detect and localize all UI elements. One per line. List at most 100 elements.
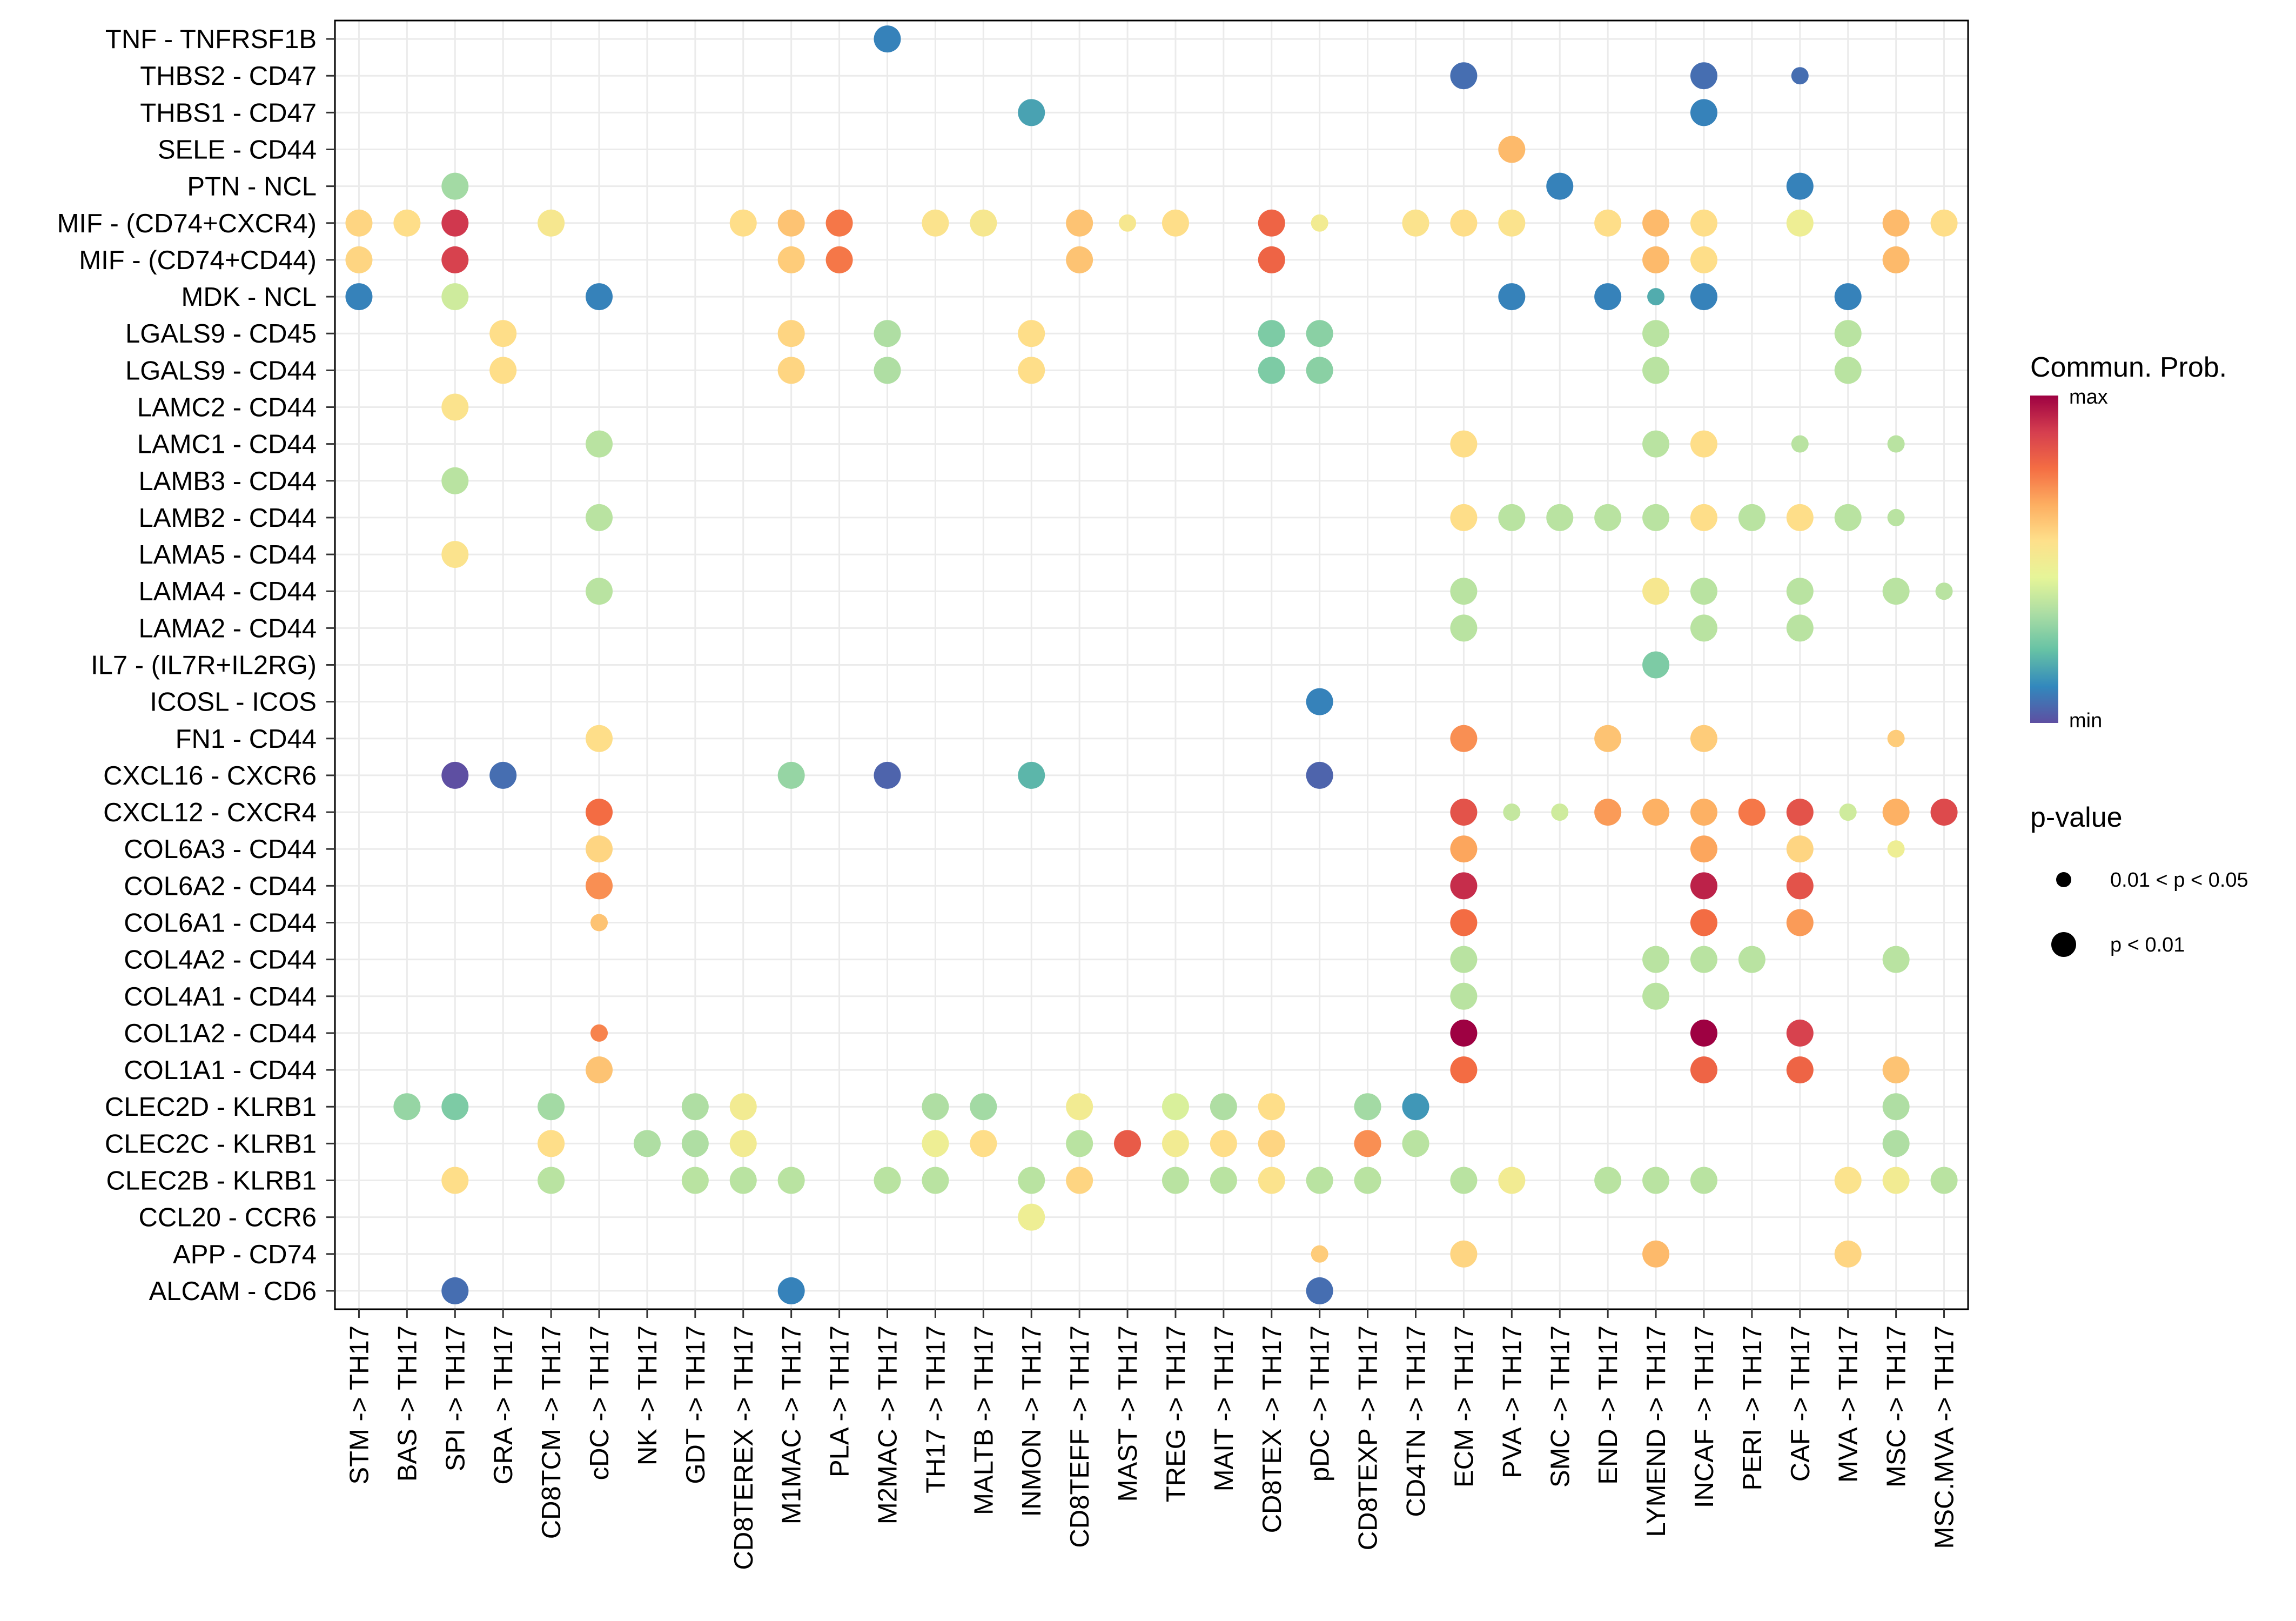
y-tick-label: LAMA5 - CD44	[138, 540, 317, 570]
data-point	[825, 209, 853, 237]
data-point	[441, 283, 469, 311]
data-point	[1690, 946, 1717, 973]
y-tick-label: LGALS9 - CD44	[125, 356, 317, 385]
data-point	[1066, 1093, 1093, 1121]
data-point	[1690, 835, 1717, 863]
data-point	[1791, 67, 1809, 85]
color-legend-min: min	[2069, 709, 2102, 732]
data-point	[1450, 799, 1478, 826]
data-point	[586, 872, 613, 900]
data-point	[681, 1130, 709, 1157]
data-point	[1642, 430, 1670, 458]
data-point	[1930, 1167, 1958, 1194]
data-point	[874, 320, 901, 347]
y-tick-label: CLEC2B - KLRB1	[106, 1167, 317, 1196]
data-point	[1690, 62, 1717, 90]
data-point	[1450, 909, 1478, 936]
data-point	[1786, 614, 1814, 642]
x-tick-label: PLA -> TH17	[825, 1325, 855, 1477]
data-point	[777, 246, 805, 273]
data-point	[1162, 1093, 1189, 1121]
data-point	[1642, 357, 1670, 384]
data-point	[393, 209, 421, 237]
data-point	[1642, 799, 1670, 826]
data-point	[538, 1093, 565, 1121]
data-point	[970, 1093, 997, 1121]
data-point	[1450, 504, 1478, 531]
x-tick-label: INCAF -> TH17	[1690, 1325, 1719, 1508]
data-point	[1834, 1240, 1862, 1268]
data-point	[441, 209, 469, 237]
data-point	[633, 1130, 661, 1157]
data-point	[1162, 1167, 1189, 1194]
data-point	[1162, 1130, 1189, 1157]
data-point	[1786, 909, 1814, 936]
data-point	[1402, 1130, 1429, 1157]
x-tick-label: LYMEND -> TH17	[1642, 1325, 1671, 1537]
data-point	[1887, 840, 1905, 858]
data-point	[1882, 209, 1910, 237]
y-tick-label: COL1A2 - CD44	[124, 1019, 317, 1048]
y-tick-label: COL6A3 - CD44	[124, 835, 317, 864]
data-point	[586, 430, 613, 458]
x-tick-label: M1MAC -> TH17	[777, 1325, 807, 1524]
data-point	[1690, 1056, 1717, 1084]
data-point	[922, 209, 949, 237]
x-tick-label: CAF -> TH17	[1786, 1325, 1815, 1482]
x-tick-label: INMON -> TH17	[1017, 1325, 1046, 1517]
y-tick-label: MIF - (CD74+CXCR4)	[57, 209, 317, 238]
data-point	[1450, 209, 1478, 237]
y-tick-label: CXCL12 - CXCR4	[103, 798, 317, 827]
size-legend-title: p-value	[2030, 802, 2123, 833]
data-point	[1311, 1245, 1328, 1263]
x-tick-label: CD4TN -> TH17	[1402, 1325, 1431, 1517]
data-point	[1839, 803, 1857, 821]
data-point	[489, 357, 517, 384]
data-point	[441, 541, 469, 568]
data-point	[1690, 99, 1717, 126]
x-tick-label: STM -> TH17	[345, 1325, 374, 1485]
data-point	[1642, 1240, 1670, 1268]
data-point	[586, 1056, 613, 1084]
data-point	[1018, 1167, 1045, 1194]
y-axis: TNF - TNFRSF1B THBS2 - CD47 THBS1 - CD47 SE…	[57, 25, 335, 1306]
x-tick-label: SMC -> TH17	[1546, 1325, 1575, 1488]
data-point	[1450, 578, 1478, 605]
x-tick-label: MAST -> TH17	[1113, 1325, 1143, 1502]
y-tick-label: CXCL16 - CXCR6	[103, 761, 317, 791]
data-point	[489, 761, 517, 789]
x-tick-label: BAS -> TH17	[393, 1325, 422, 1482]
data-point	[681, 1093, 709, 1121]
data-point	[1882, 946, 1910, 973]
data-point	[1594, 799, 1622, 826]
data-point	[1690, 1167, 1717, 1194]
data-point	[1690, 872, 1717, 900]
data-point	[1786, 835, 1814, 863]
x-tick-label: NK -> TH17	[633, 1325, 662, 1465]
data-point	[1882, 799, 1910, 826]
y-tick-label: MIF - (CD74+CD44)	[79, 246, 317, 275]
y-tick-label: PTN - NCL	[187, 172, 317, 202]
data-point	[1402, 209, 1429, 237]
x-tick-label: GRA -> TH17	[489, 1325, 518, 1485]
data-point	[1450, 982, 1478, 1010]
data-point	[1738, 799, 1765, 826]
data-point	[1791, 435, 1809, 453]
x-tick-label: GDT -> TH17	[681, 1325, 710, 1484]
data-point	[345, 209, 373, 237]
data-point	[1834, 320, 1862, 347]
data-point	[586, 504, 613, 531]
data-point	[1786, 872, 1814, 900]
data-point	[1594, 1167, 1622, 1194]
x-tick-label: MVA -> TH17	[1834, 1325, 1863, 1483]
data-point	[1690, 799, 1717, 826]
data-point	[1498, 1167, 1526, 1194]
data-point	[1594, 725, 1622, 752]
x-tick-label: ECM -> TH17	[1449, 1325, 1479, 1488]
y-tick-label: LAMA2 - CD44	[138, 614, 317, 643]
data-point	[922, 1167, 949, 1194]
data-point	[1450, 835, 1478, 863]
data-points	[345, 25, 1958, 1304]
y-tick-label: ALCAM - CD6	[149, 1277, 317, 1306]
data-point	[1690, 246, 1717, 273]
